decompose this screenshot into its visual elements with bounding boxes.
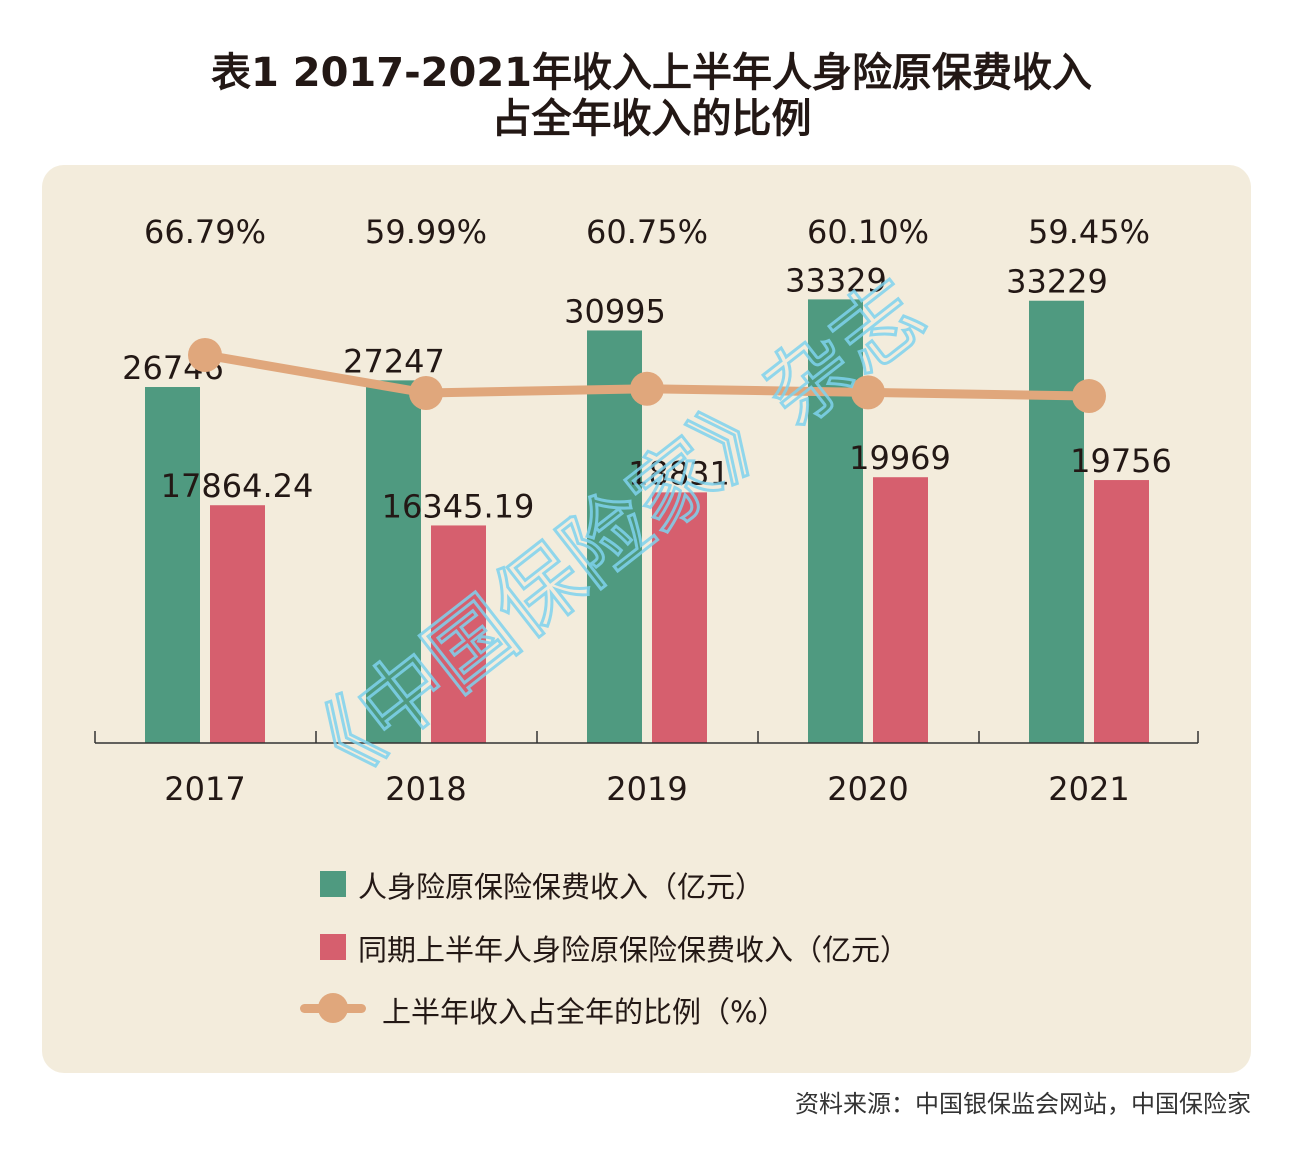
chart-title-line1: 表1 2017-2021年收入上半年人身险原保费收入 <box>210 50 1092 96</box>
chart-title-line2: 占全年收入的比例 <box>491 96 812 142</box>
data-label-total-2021: 33229 <box>1006 263 1108 301</box>
data-label-ratio-2018: 59.99% <box>365 213 487 251</box>
bar-total-2020 <box>808 299 863 743</box>
bar-total-2017 <box>145 387 200 743</box>
source-note: 资料来源：中国银保监会网站，中国保险家 <box>795 1090 1251 1118</box>
data-label-halfyear-2019: 18831 <box>628 454 730 492</box>
bar-total-2018 <box>366 380 421 743</box>
ratio-point-2021 <box>1072 379 1106 414</box>
bar-halfyear-2021 <box>1094 480 1149 743</box>
ratio-point-2017 <box>188 337 222 372</box>
bar-halfyear-2017 <box>210 505 265 743</box>
data-label-halfyear-2018: 16345.19 <box>382 487 535 525</box>
x-tick-label-2018: 2018 <box>385 770 466 808</box>
data-label-total-2019: 30995 <box>564 292 666 330</box>
x-tick-label-2021: 2021 <box>1048 770 1129 808</box>
x-tick-label-2020: 2020 <box>827 770 908 808</box>
bar-halfyear-2020 <box>873 477 928 743</box>
bar-halfyear-2018 <box>431 525 486 743</box>
data-label-ratio-2019: 60.75% <box>586 213 708 251</box>
legend-label-total: 人身险原保险保费收入（亿元） <box>358 870 765 904</box>
data-label-halfyear-2017: 17864.24 <box>161 467 314 505</box>
legend-label-halfyear: 同期上半年人身险原保险保费收入（亿元） <box>358 933 910 967</box>
data-label-halfyear-2021: 19756 <box>1070 442 1172 480</box>
bar-halfyear-2019 <box>652 492 707 743</box>
bar-total-2019 <box>587 330 642 743</box>
ratio-point-2020 <box>851 375 885 410</box>
ratio-point-2019 <box>630 371 664 406</box>
legend-label-ratio: 上半年收入占全年的比例（%） <box>382 995 787 1029</box>
data-label-total-2020: 33329 <box>785 261 887 299</box>
data-label-halfyear-2020: 19969 <box>849 439 951 477</box>
x-tick-label-2019: 2019 <box>606 770 687 808</box>
legend-swatch-green <box>320 871 346 897</box>
legend-marker-icon <box>318 993 348 1023</box>
data-label-ratio-2017: 66.79% <box>144 213 266 251</box>
data-label-total-2018: 27247 <box>343 342 445 380</box>
data-label-ratio-2020: 60.10% <box>807 213 929 251</box>
bar-total-2021 <box>1029 300 1084 743</box>
data-label-ratio-2021: 59.45% <box>1028 213 1150 251</box>
x-tick-label-2017: 2017 <box>164 770 245 808</box>
legend-swatch-red <box>320 934 346 960</box>
ratio-point-2018 <box>409 376 443 410</box>
